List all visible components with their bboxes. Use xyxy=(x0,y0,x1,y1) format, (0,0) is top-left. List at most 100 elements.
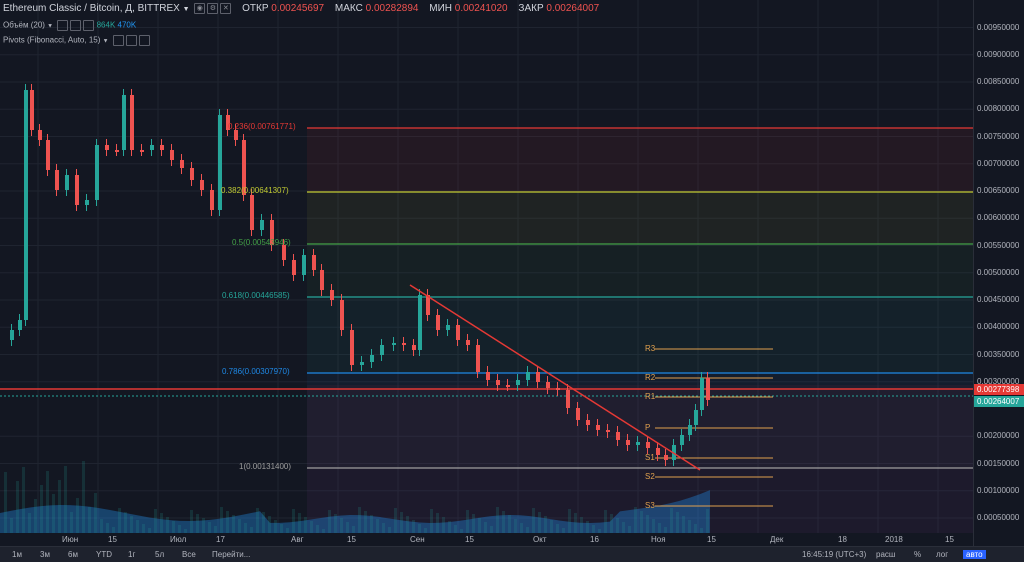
volume-bar xyxy=(76,498,79,533)
volume-bar xyxy=(532,508,535,533)
candle-body xyxy=(476,345,480,372)
range-all-button[interactable]: Все xyxy=(182,550,196,559)
candle-body xyxy=(340,300,344,330)
volume-bar xyxy=(412,520,415,533)
candle-body xyxy=(46,140,50,170)
volume-bar xyxy=(460,529,463,533)
y-axis[interactable]: 0.00277398 0.00264007 0.00950000 0.009000… xyxy=(973,0,1024,546)
volume-bar xyxy=(514,519,517,533)
candle-body xyxy=(38,130,42,140)
volume-bar xyxy=(436,513,439,533)
candle-body xyxy=(646,442,650,448)
chart-plot-area[interactable]: Ethereum Classic / Bitcoin, Д, BITTREX ▼… xyxy=(0,0,973,546)
volume-bar xyxy=(256,508,259,533)
x-tick-label: 16 xyxy=(590,535,599,544)
candle-body xyxy=(320,270,324,290)
candle-body xyxy=(55,170,59,190)
candle-body xyxy=(672,445,676,460)
range-1m-button[interactable]: 1м xyxy=(12,550,22,559)
volume-bar xyxy=(664,527,667,533)
volume-bar xyxy=(202,518,205,533)
fib-zone xyxy=(307,192,973,244)
volume-bar xyxy=(370,515,373,533)
volume-bar xyxy=(28,513,31,533)
volume-bar xyxy=(388,527,391,533)
y-tick-label: 0.00750000 xyxy=(977,131,1020,141)
close-icon[interactable] xyxy=(138,35,150,46)
x-tick-label: 15 xyxy=(347,535,356,544)
pivots-dropdown-icon[interactable]: ▼ xyxy=(102,38,109,45)
scale-log-button[interactable]: лог xyxy=(936,550,949,559)
volume-bar xyxy=(4,472,7,533)
eye-icon[interactable] xyxy=(112,35,124,46)
symbol-dropdown-icon[interactable]: ▼ xyxy=(182,6,190,14)
x-tick-label: 15 xyxy=(108,535,117,544)
last-price-badge: 0.00264007 xyxy=(974,396,1024,407)
eye-icon[interactable]: ◉ xyxy=(194,3,206,14)
volume-bar xyxy=(148,528,151,533)
candle-body xyxy=(24,90,28,320)
settings-icon[interactable]: ⚙ xyxy=(207,3,219,14)
volume-bar xyxy=(220,507,223,533)
volume-bar xyxy=(568,509,571,533)
candle-body xyxy=(292,260,296,275)
scale-extended-button[interactable]: расш xyxy=(876,550,896,559)
candle-body xyxy=(180,160,184,168)
close-icon[interactable] xyxy=(83,20,95,31)
volume-bar xyxy=(178,525,181,533)
settings-icon[interactable] xyxy=(70,20,82,31)
candle-body xyxy=(596,425,600,430)
volume-legend[interactable]: Объём (20) ▼ 864K 470K xyxy=(3,20,136,31)
volume-bar xyxy=(166,517,169,533)
goto-button[interactable]: Перейти... xyxy=(212,550,251,559)
symbol-name[interactable]: Ethereum Classic / Bitcoin, Д, BITTREX xyxy=(3,3,180,15)
settings-icon[interactable] xyxy=(125,35,137,46)
scale-auto-button[interactable]: авто xyxy=(963,550,986,559)
volume-bar xyxy=(682,516,685,533)
volume-bar xyxy=(628,526,631,533)
open-label: ОТКР xyxy=(242,3,269,15)
volume-bar xyxy=(10,518,13,533)
x-axis[interactable]: Июн 15 Июл 17 Авг 15 Сен 15 Окт 16 Ноя 15 Дек 18 2018 1… xyxy=(0,533,973,546)
candle-body xyxy=(85,200,89,205)
volume-bar xyxy=(544,516,547,533)
volume-bar xyxy=(490,526,493,533)
range-1y-button[interactable]: 1г xyxy=(128,550,136,559)
scale-percent-button[interactable]: % xyxy=(914,550,922,559)
volume-value-1: 864K xyxy=(96,20,116,30)
pivots-legend[interactable]: Pivots (Fibonacci, Auto, 15) ▼ xyxy=(3,35,150,46)
candle-body xyxy=(680,435,684,445)
high-value: 0.00282894 xyxy=(365,3,419,15)
range-5y-button[interactable]: 5л xyxy=(155,550,165,559)
pivot-label: S1 xyxy=(645,453,655,462)
pivot-label: P xyxy=(645,423,651,432)
volume-bar xyxy=(70,512,73,533)
y-tick-label: 0.00300000 xyxy=(977,376,1020,386)
y-tick-label: 0.00600000 xyxy=(977,213,1020,223)
fib-zone xyxy=(307,128,973,192)
chart-canvas[interactable] xyxy=(0,0,973,546)
volume-bar xyxy=(124,512,127,533)
candle-body xyxy=(664,455,668,460)
candle-body xyxy=(105,145,109,150)
volume-bar xyxy=(550,520,553,533)
range-ytd-button[interactable]: YTD xyxy=(96,550,112,559)
eye-icon[interactable] xyxy=(57,20,69,31)
fib-zone xyxy=(307,297,973,373)
volume-bar xyxy=(394,508,397,533)
range-3m-button[interactable]: 3м xyxy=(40,550,50,559)
candle-body xyxy=(694,410,698,425)
candle-body xyxy=(392,343,396,345)
close-icon[interactable]: ✕ xyxy=(220,3,232,14)
volume-bar xyxy=(640,511,643,533)
volume-bar xyxy=(64,466,67,533)
range-6m-button[interactable]: 6м xyxy=(68,550,78,559)
volume-bar xyxy=(520,523,523,533)
volume-dropdown-icon[interactable]: ▼ xyxy=(47,23,54,30)
volume-bar xyxy=(352,526,355,533)
candle-body xyxy=(506,385,510,387)
candle-body xyxy=(466,340,470,345)
volume-bar xyxy=(286,528,289,533)
volume-bar xyxy=(316,525,319,533)
high-label: МАКС xyxy=(334,3,363,15)
